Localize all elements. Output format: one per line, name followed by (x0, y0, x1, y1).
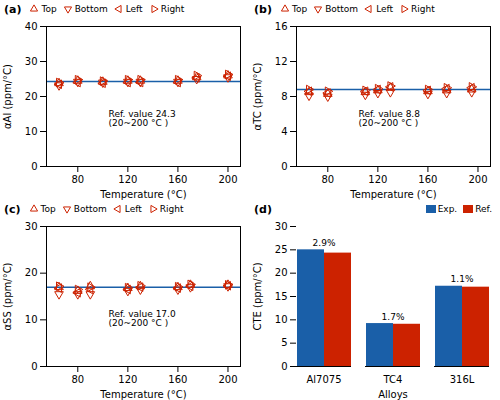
svg-text:12: 12 (275, 56, 288, 67)
html-text:Top: Top (41, 4, 57, 14)
svg-text:120: 120 (368, 174, 387, 185)
svg-text:200: 200 (218, 174, 237, 185)
html-text:Bottom: Bottom (325, 4, 359, 14)
html-text:Top: Top (40, 204, 56, 214)
svg-text:160: 160 (418, 174, 437, 185)
svg-text:8: 8 (281, 91, 287, 102)
svg-text:2.9%: 2.9% (313, 238, 336, 248)
svg-text:120: 120 (118, 374, 137, 385)
html-text:Bottom: Bottom (73, 204, 107, 214)
html-text:Left: Left (376, 4, 394, 14)
svg-text:80: 80 (71, 174, 84, 185)
svg-text:160: 160 (168, 374, 187, 385)
html-text:Left: Left (125, 4, 143, 14)
html-text:Right: Right (411, 4, 435, 14)
svg-text:αTC (ppm/°C): αTC (ppm/°C) (252, 62, 263, 130)
html-text:Exp.: Exp. (437, 204, 458, 214)
svg-text:30: 30 (275, 221, 288, 232)
svg-text:Temperature (°C): Temperature (°C) (349, 189, 436, 200)
svg-text:0: 0 (281, 161, 287, 172)
html-text:(b): (b) (254, 2, 272, 16)
svg-text:Alloys: Alloys (378, 389, 408, 400)
svg-text:Temperature (°C): Temperature (°C) (99, 389, 186, 400)
svg-text:Ref. value 8.8(20~200 °C ): Ref. value 8.8(20~200 °C ) (359, 109, 421, 128)
svg-text:30: 30 (25, 56, 38, 67)
svg-text:20: 20 (25, 267, 38, 278)
svg-text:40: 40 (25, 21, 38, 32)
html-text:Bottom: Bottom (74, 4, 108, 14)
html-text:(c): (c) (4, 202, 21, 216)
svg-text:20: 20 (275, 267, 288, 278)
svg-text:CTE (ppm/°C): CTE (ppm/°C) (252, 262, 263, 330)
svg-text:1.1%: 1.1% (451, 274, 474, 284)
svg-text:80: 80 (71, 374, 84, 385)
svg-text:16: 16 (275, 21, 288, 32)
svg-text:200: 200 (218, 374, 237, 385)
html-text:Ref.: Ref. (475, 204, 492, 214)
svg-text:200: 200 (468, 174, 487, 185)
svg-text:160: 160 (168, 174, 187, 185)
html-text:Right: Right (159, 204, 184, 214)
svg-text:Al7075: Al7075 (306, 374, 341, 385)
svg-text:0: 0 (31, 361, 37, 372)
svg-text:0: 0 (281, 361, 287, 372)
svg-text:15: 15 (275, 291, 288, 302)
svg-text:20: 20 (25, 91, 38, 102)
svg-text:10: 10 (25, 126, 38, 137)
svg-text:5: 5 (281, 337, 287, 348)
svg-text:10: 10 (275, 314, 288, 325)
html-text:Right: Right (160, 4, 185, 14)
svg-text:80: 80 (321, 174, 334, 185)
svg-text:αAl (ppm/°C): αAl (ppm/°C) (2, 64, 13, 129)
svg-text:30: 30 (25, 221, 38, 232)
svg-text:Temperature (°C): Temperature (°C) (99, 189, 186, 200)
svg-text:0: 0 (31, 161, 37, 172)
svg-text:Ref. value 17.0(20~200 °C ): Ref. value 17.0(20~200 °C ) (109, 309, 176, 328)
svg-text:TC4: TC4 (383, 374, 403, 385)
html-text:(d): (d) (254, 202, 272, 216)
svg-text:316L: 316L (450, 374, 475, 385)
svg-text:25: 25 (275, 244, 288, 255)
html-text:Left: Left (124, 204, 142, 214)
html-text:Top: Top (291, 4, 308, 14)
html-text:(a): (a) (4, 2, 22, 16)
svg-text:120: 120 (118, 174, 137, 185)
svg-text:Ref. value 24.3(20~200 °C ): Ref. value 24.3(20~200 °C ) (109, 109, 176, 128)
svg-text:αSS (ppm/°C): αSS (ppm/°C) (2, 262, 13, 330)
svg-text:1.7%: 1.7% (382, 312, 405, 322)
svg-text:4: 4 (281, 126, 287, 137)
svg-text:10: 10 (25, 314, 38, 325)
